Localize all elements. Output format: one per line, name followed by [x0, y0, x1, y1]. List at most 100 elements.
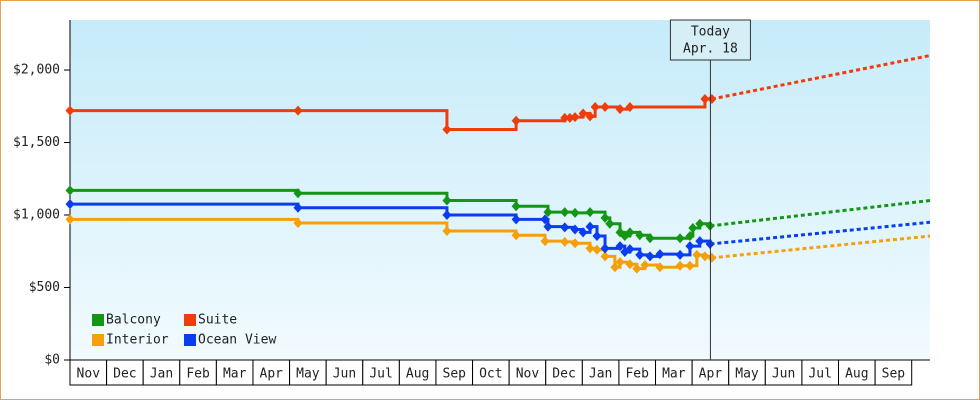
price-marker	[605, 218, 615, 229]
price-marker	[511, 201, 521, 212]
price-marker	[675, 260, 685, 271]
x-tick-label: Jul	[369, 367, 392, 382]
price-marker	[570, 112, 580, 123]
price-marker	[293, 217, 303, 228]
forecast-line	[711, 234, 931, 260]
x-tick-label: Aug	[845, 367, 868, 382]
price-marker	[695, 236, 705, 247]
price-marker	[65, 214, 75, 225]
legend-label: Balcony	[106, 313, 161, 328]
price-marker	[293, 105, 303, 116]
legend-label: Ocean View	[198, 333, 276, 348]
legend-swatch	[184, 334, 196, 346]
price-marker	[685, 231, 695, 242]
price-marker	[65, 105, 75, 116]
price-marker	[635, 249, 645, 260]
price-marker	[592, 244, 602, 255]
price-marker	[615, 241, 625, 252]
price-marker	[640, 260, 650, 271]
month-box	[581, 359, 620, 386]
forecast-line	[711, 54, 931, 101]
month-box	[764, 359, 803, 386]
price-marker	[540, 236, 550, 247]
price-marker	[707, 94, 717, 105]
x-tick-label: Apr	[699, 367, 723, 382]
price-marker	[625, 227, 635, 238]
x-tick-label: Jan	[589, 367, 612, 382]
price-marker	[543, 221, 553, 232]
forecast-line	[710, 199, 931, 228]
today-label: Today	[691, 25, 730, 40]
price-marker	[560, 112, 570, 123]
price-marker	[578, 108, 588, 119]
month-box	[69, 359, 108, 386]
price-marker	[585, 111, 595, 122]
price-marker	[675, 249, 685, 260]
price-marker	[585, 243, 595, 254]
price-marker	[600, 251, 610, 262]
price-marker	[511, 214, 521, 225]
price-marker	[615, 104, 625, 115]
month-box	[874, 359, 913, 386]
price-marker	[511, 230, 521, 241]
price-marker	[655, 262, 665, 273]
x-tick-label: Sep	[882, 367, 906, 382]
price-marker	[707, 252, 717, 263]
price-marker	[570, 224, 580, 235]
price-marker	[700, 94, 710, 105]
price-marker	[600, 212, 610, 223]
price-marker	[560, 236, 570, 247]
y-tick-label: $500	[29, 280, 60, 295]
x-tick-label: Nov	[77, 367, 101, 382]
price-marker	[442, 195, 452, 206]
price-marker	[65, 199, 75, 210]
x-tick-label: Sep	[443, 367, 467, 382]
price-marker	[600, 101, 610, 112]
month-box	[728, 359, 766, 386]
x-tick-label: Jul	[808, 367, 831, 382]
x-tick-label: Feb	[186, 367, 210, 382]
month-box	[545, 359, 583, 386]
price-marker	[692, 249, 702, 260]
price-marker	[645, 251, 655, 262]
price-marker	[600, 243, 610, 254]
price-marker	[511, 115, 521, 126]
price-marker	[655, 249, 665, 260]
price-marker	[615, 257, 625, 268]
x-tick-label: Mar	[223, 367, 247, 382]
x-tick-label: May	[735, 367, 759, 382]
price-marker	[685, 241, 695, 252]
price-marker	[695, 218, 705, 229]
x-tick-label: Oct	[479, 367, 502, 382]
price-marker	[570, 238, 580, 249]
legend-swatch	[184, 314, 196, 326]
price-marker	[675, 233, 685, 244]
x-tick-label: Jun	[333, 367, 356, 382]
price-marker	[540, 214, 550, 225]
y-tick-label: $1,000	[13, 208, 60, 223]
price-marker	[65, 185, 75, 196]
month-box	[215, 359, 254, 386]
price-marker	[625, 244, 635, 255]
price-marker	[688, 223, 698, 234]
price-marker	[635, 230, 645, 241]
price-marker	[570, 207, 580, 218]
price-marker	[585, 221, 595, 232]
price-marker	[293, 188, 303, 199]
x-tick-label: Jun	[772, 367, 795, 382]
today-box	[669, 19, 751, 61]
price-marker	[645, 233, 655, 244]
price-marker	[685, 260, 695, 271]
month-box	[106, 359, 144, 386]
price-marker	[442, 124, 452, 135]
x-tick-label: Feb	[625, 367, 649, 382]
legend-swatch	[92, 334, 104, 346]
price-marker	[543, 207, 553, 218]
price-marker	[578, 227, 588, 238]
legend-label: Suite	[198, 313, 237, 328]
price-marker	[560, 222, 570, 233]
price-marker	[700, 251, 710, 262]
x-tick-label: Jan	[150, 367, 173, 382]
price-line	[70, 217, 714, 271]
